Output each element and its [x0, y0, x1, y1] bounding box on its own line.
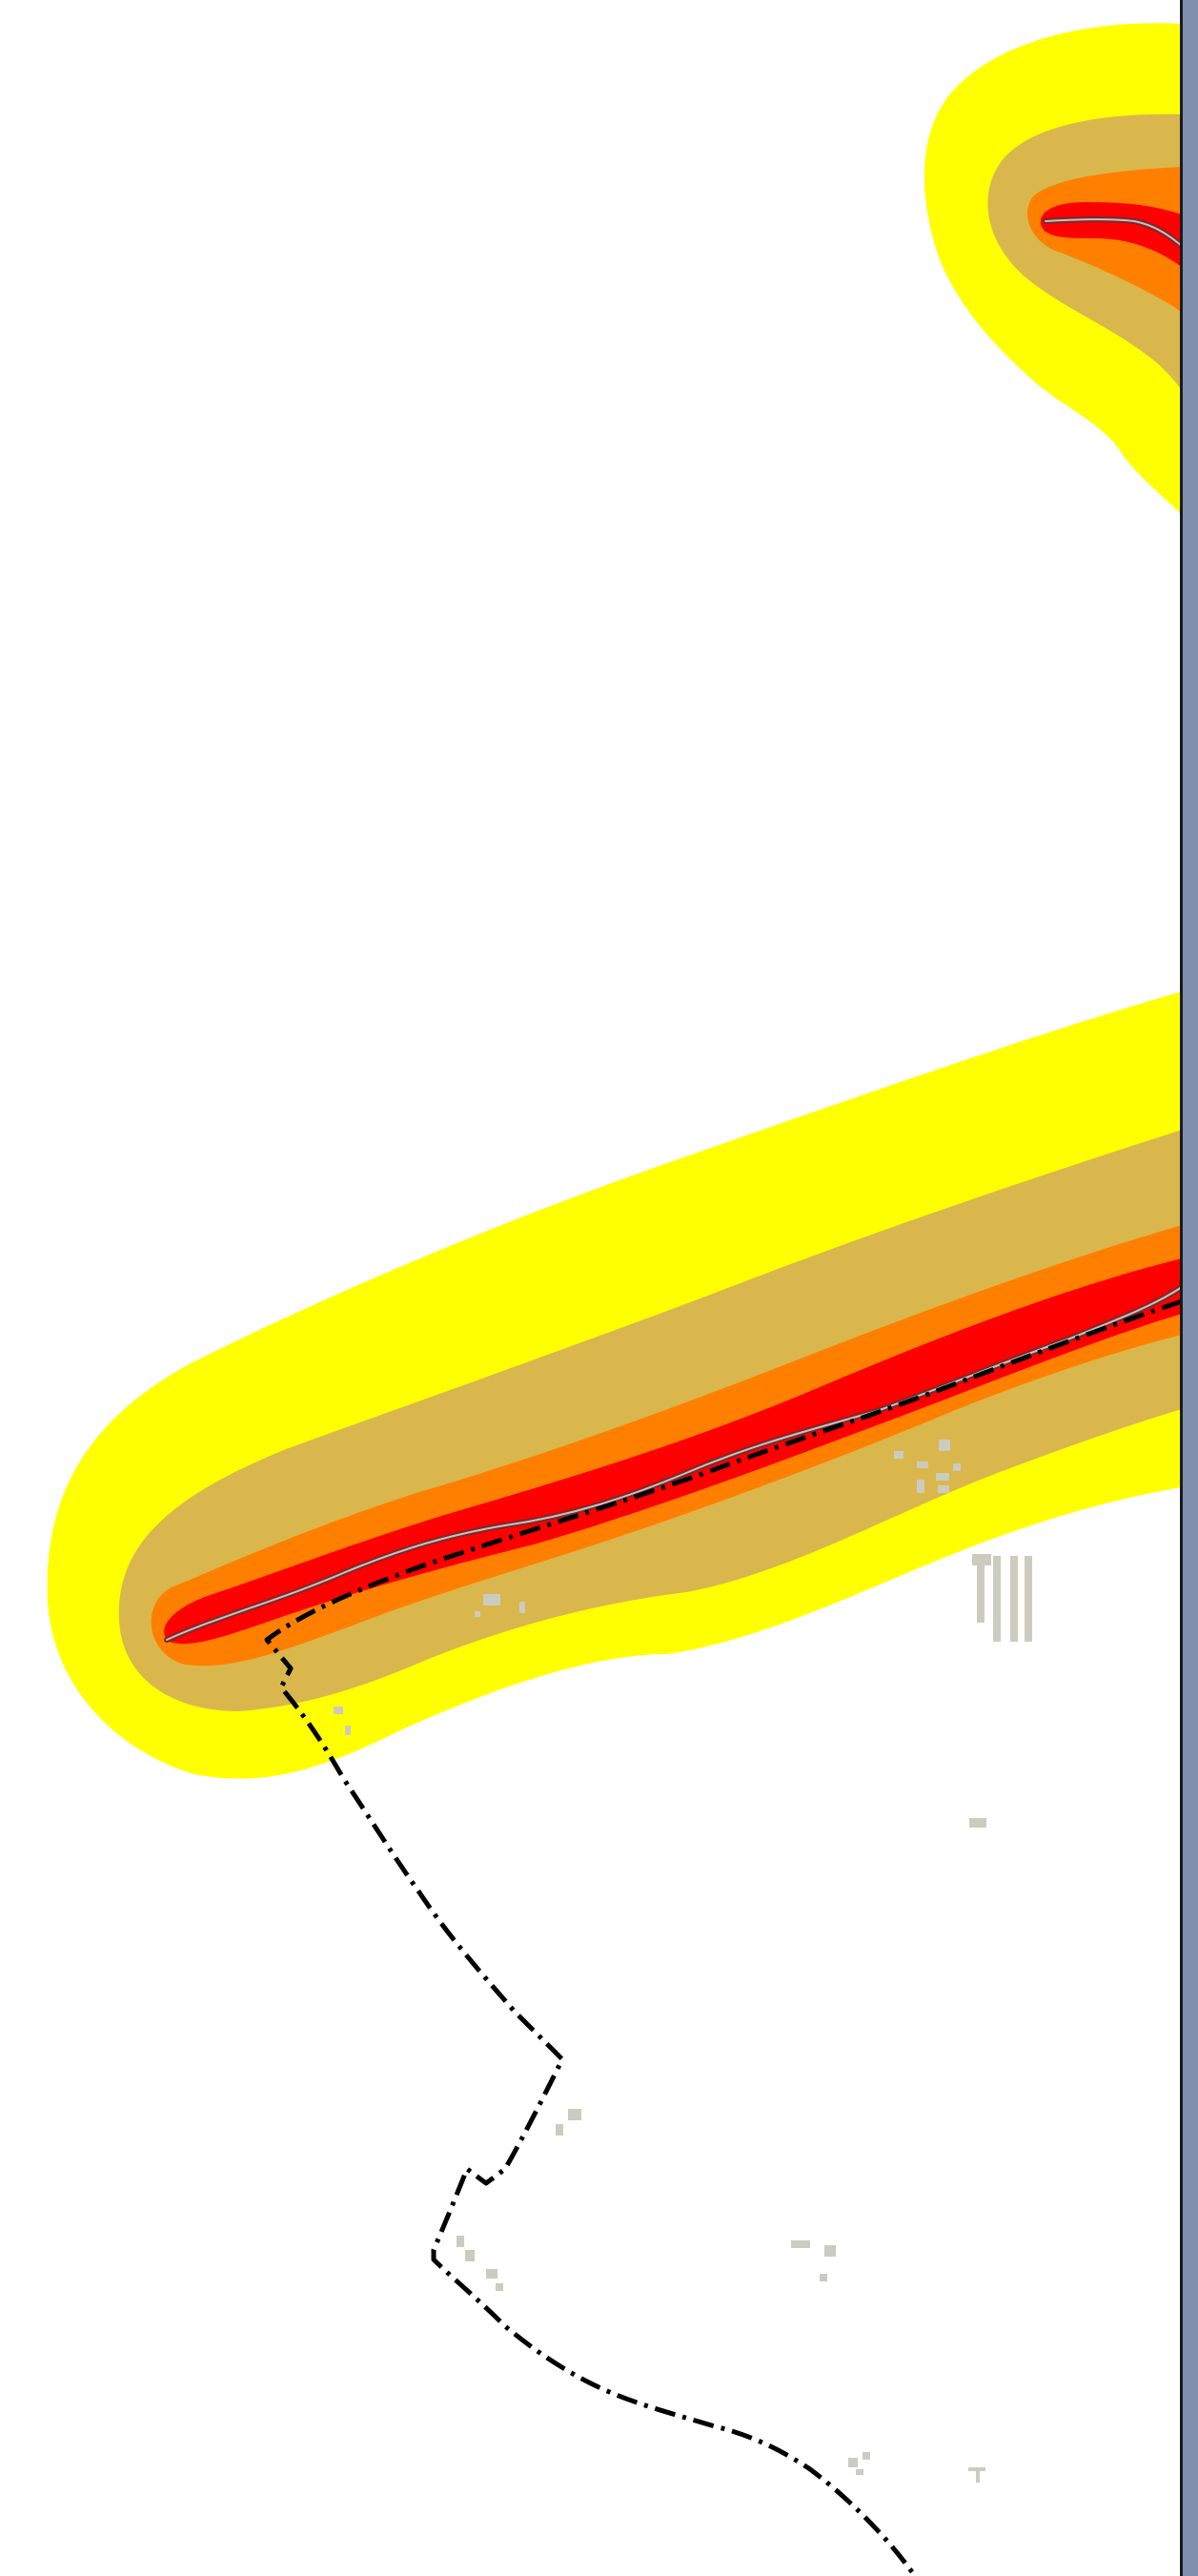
building — [848, 2458, 858, 2467]
building — [856, 2469, 863, 2475]
building — [568, 2109, 581, 2120]
building — [969, 1818, 986, 1828]
building — [824, 2245, 836, 2257]
building — [457, 2236, 464, 2247]
building — [820, 2274, 827, 2281]
building — [972, 1554, 991, 1565]
building — [465, 2250, 475, 2261]
building — [917, 1480, 924, 1493]
top-hazard-buffer — [924, 23, 1185, 516]
building — [917, 1462, 928, 1468]
building — [953, 1463, 961, 1471]
building — [1025, 1556, 1032, 1642]
administrative-boundary[interactable] — [264, 1298, 1183, 2576]
top-road-fill — [1045, 218, 1183, 247]
building — [976, 2469, 980, 2483]
building — [863, 2452, 870, 2460]
building — [993, 1556, 1001, 1642]
building — [486, 2269, 497, 2279]
map-right-panel-edge — [1180, 0, 1198, 2576]
building — [475, 1611, 480, 1617]
building — [977, 1564, 985, 1623]
building — [519, 1602, 525, 1613]
building — [345, 1726, 351, 1735]
building — [483, 1594, 500, 1605]
building — [334, 1707, 343, 1714]
building — [936, 1473, 949, 1481]
buildings-layer — [334, 1440, 1032, 2483]
building — [939, 1440, 950, 1451]
building — [1010, 1556, 1018, 1642]
top-buffer-orange — [1026, 167, 1182, 313]
building — [791, 2240, 810, 2248]
building — [894, 1451, 904, 1459]
building — [938, 1485, 949, 1493]
building — [556, 2124, 563, 2136]
building — [496, 2283, 503, 2291]
